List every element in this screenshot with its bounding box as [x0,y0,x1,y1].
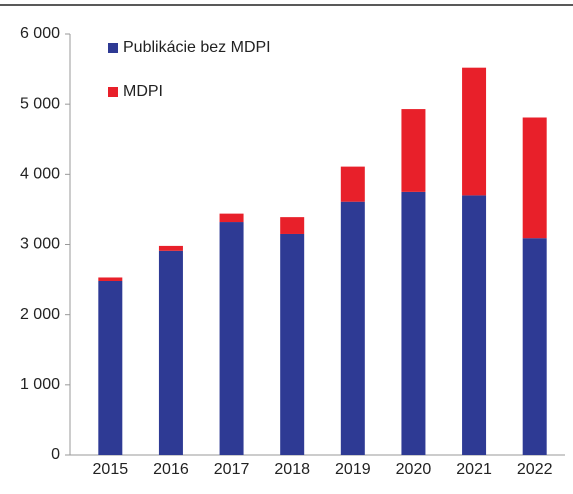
x-tick-label: 2018 [274,461,310,478]
legend-label: MDPI [123,83,163,100]
bar-segment [401,191,426,455]
x-tick-label: 2017 [214,461,250,478]
bar-segment [219,222,244,455]
x-tick-label: 2015 [93,461,129,478]
x-tick-label: 2016 [153,461,189,478]
x-tick-label: 2022 [517,461,553,478]
y-tick-label: 3 000 [20,236,60,253]
bar-segment [280,233,305,455]
legend-swatch [108,43,118,53]
legend-swatch [108,87,118,97]
x-tick-label: 2019 [335,461,371,478]
y-tick-label: 6 000 [20,25,60,42]
bar-segment [280,217,305,234]
bar-segment [158,245,183,251]
bar-segment [522,117,547,239]
legend-label: Publikácie bez MDPI [123,39,271,56]
bar-segment [340,166,365,202]
x-tick-label: 2020 [396,461,432,478]
bar-segment [98,277,123,281]
x-tick-label: 2021 [456,461,492,478]
bar-segment [158,250,183,455]
bar-segment [98,280,123,455]
bar-segment [219,213,244,223]
bar-segment [462,195,487,455]
bar-segment [462,67,487,196]
bar-segment [340,201,365,455]
y-tick-label: 0 [51,446,60,463]
bar-segment [522,238,547,455]
y-tick-label: 4 000 [20,166,60,183]
y-tick-label: 2 000 [20,306,60,323]
y-tick-label: 1 000 [20,376,60,393]
bar-segment [401,109,426,192]
y-tick-label: 5 000 [20,95,60,112]
